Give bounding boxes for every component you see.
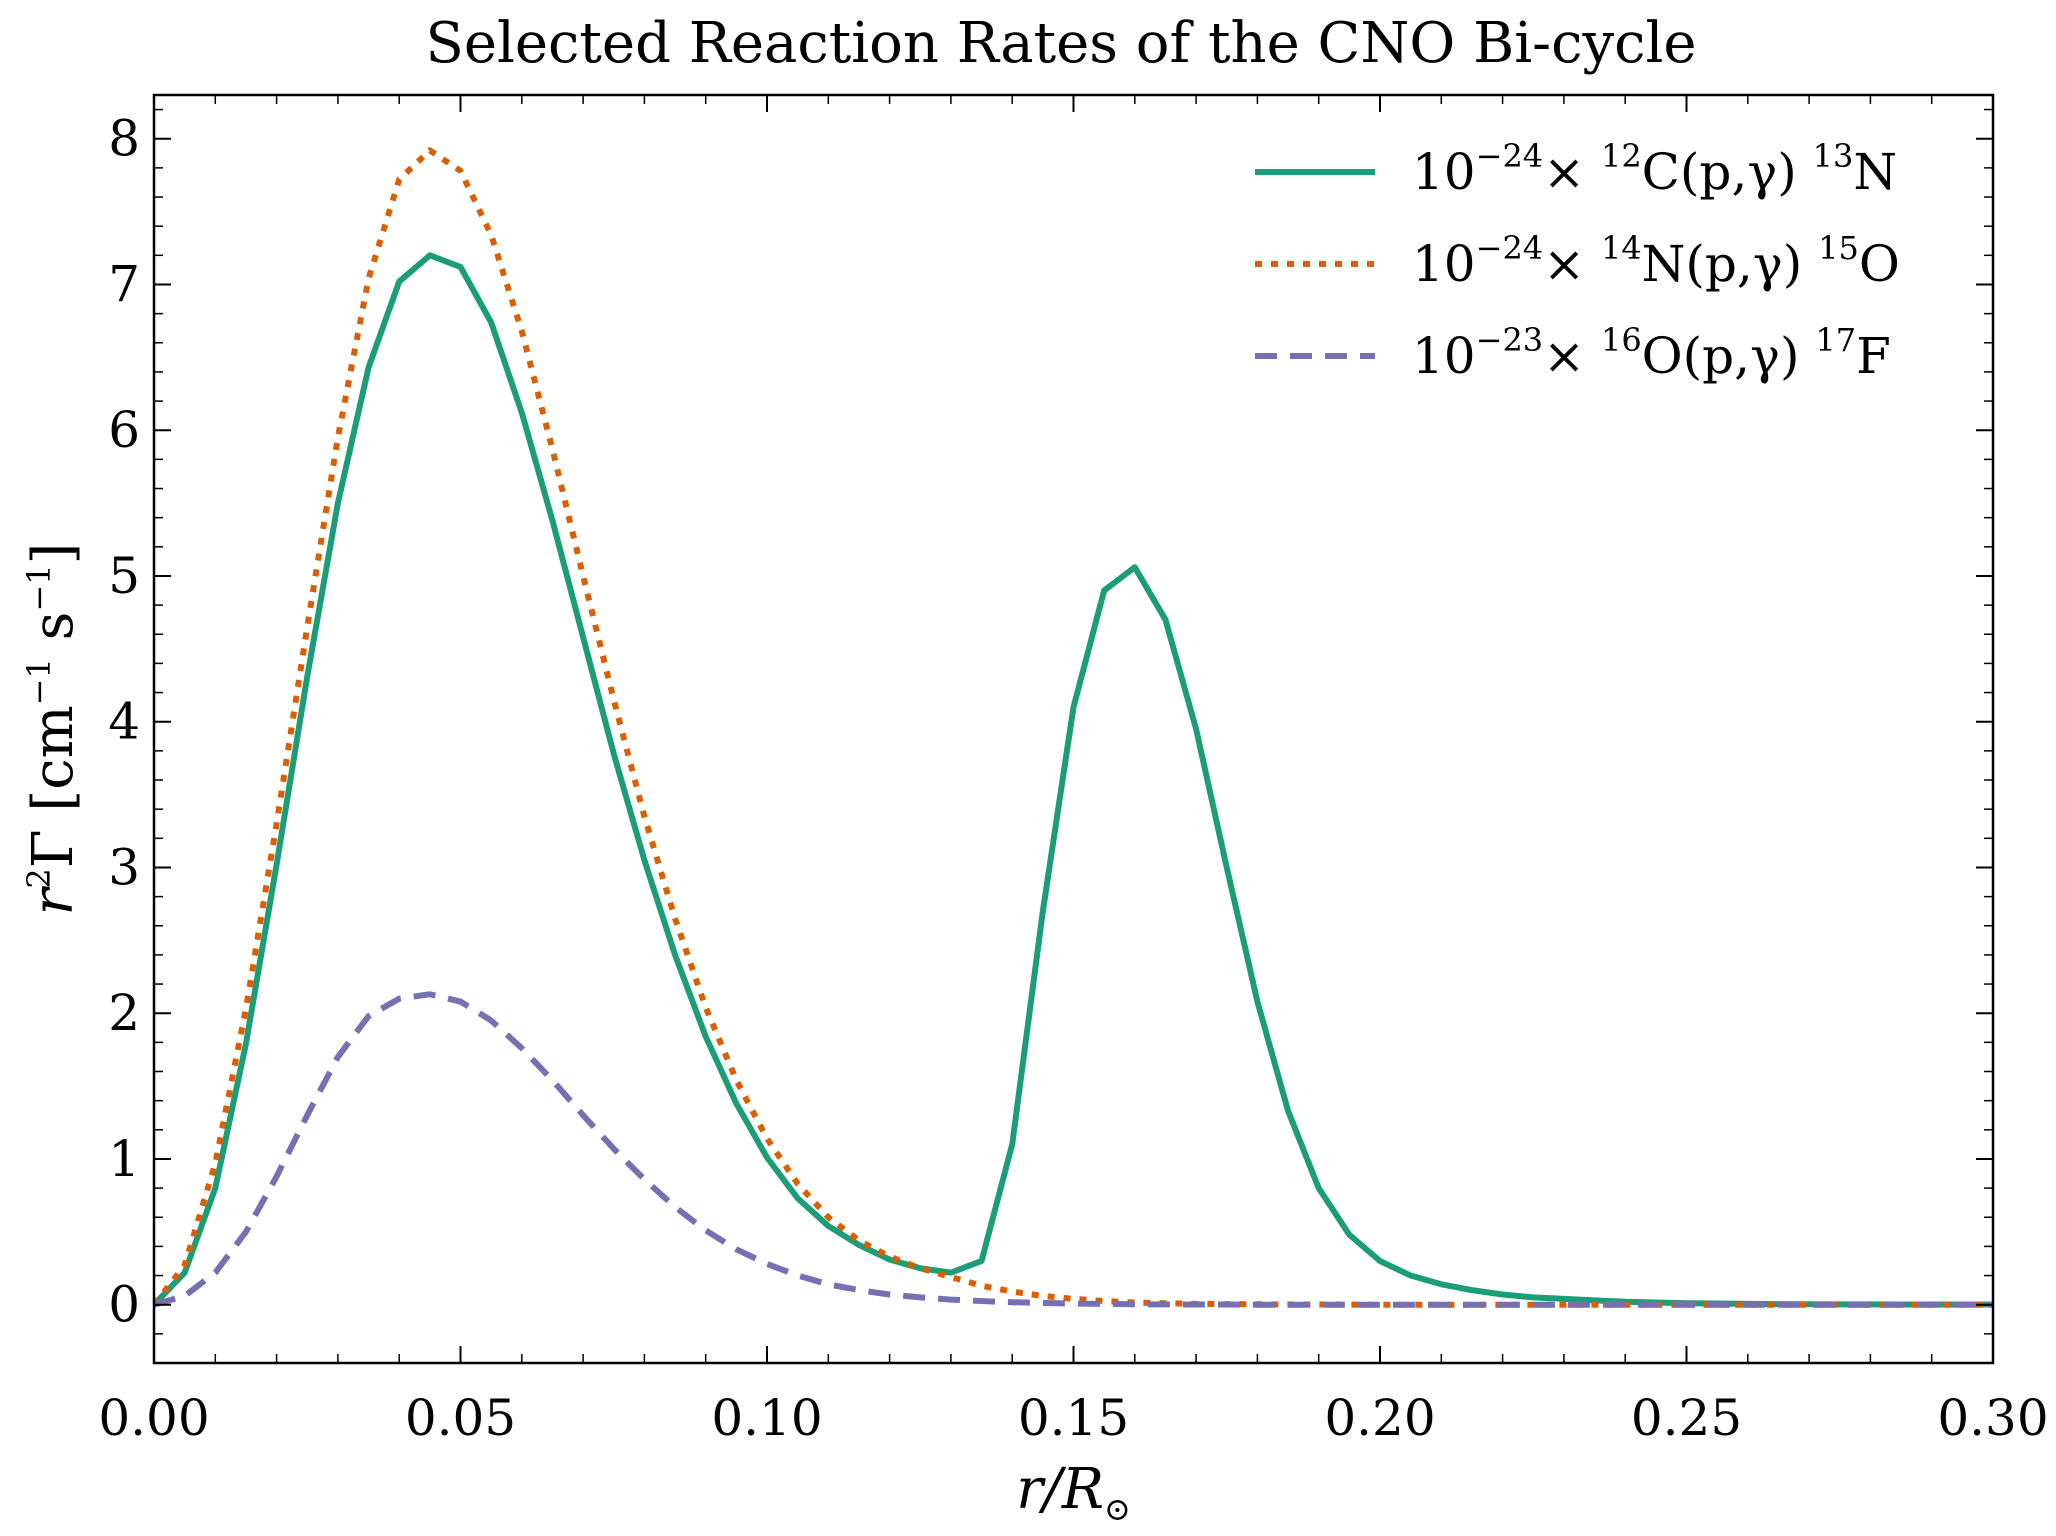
series-line-0 — [154, 252, 1993, 1308]
plot-area — [154, 147, 1993, 1308]
x-tick-label: 0.15 — [1018, 1389, 1129, 1447]
y-tick-label: 5 — [108, 547, 140, 605]
y-tick-label: 2 — [108, 984, 140, 1042]
legend-label-2: 10−23× 16O(p,γ) 17F — [1412, 321, 1891, 385]
x-tick-label: 0.30 — [1937, 1389, 2048, 1447]
y-tick-label: 8 — [108, 110, 140, 168]
y-tick-label: 1 — [108, 1130, 140, 1188]
y-tick-label: 7 — [108, 255, 140, 313]
x-tick-label: 0.10 — [711, 1389, 822, 1447]
x-axis-title: r/R⊙ — [1016, 1457, 1131, 1528]
x-tick-label: 0.05 — [405, 1389, 516, 1447]
series-line-2 — [154, 991, 1993, 1308]
chart-title: Selected Reaction Rates of the CNO Bi-cy… — [426, 11, 1697, 76]
legend-label-0: 10−24× 12C(p,γ) 13N — [1412, 137, 1897, 201]
x-tick-label: 0.20 — [1324, 1389, 1435, 1447]
y-tick-label: 4 — [108, 693, 140, 751]
axis-labels: r/R⊙ r2Γ [cm−1 s−1] — [20, 543, 1131, 1528]
x-tick-label: 0.00 — [98, 1389, 209, 1447]
y-tick-label: 0 — [108, 1276, 140, 1334]
legend: 10−24× 12C(p,γ) 13N 10−24× 14N(p,γ) 15O 10… — [1255, 137, 1900, 385]
y-tick-label: 6 — [108, 401, 140, 459]
series-lines — [154, 147, 1993, 1308]
series-line-1 — [154, 147, 1993, 1308]
y-axis-title: r2Γ [cm−1 s−1] — [20, 543, 86, 916]
y-tick-label: 3 — [108, 838, 140, 896]
axes: 0.00 0.05 0.10 0.15 0.20 0.25 0.30 0 1 2 3 4 5 6 7 8 — [98, 93, 2049, 1447]
legend-label-1: 10−24× 14N(p,γ) 15O — [1412, 229, 1900, 293]
x-tick-label: 0.25 — [1631, 1389, 1742, 1447]
